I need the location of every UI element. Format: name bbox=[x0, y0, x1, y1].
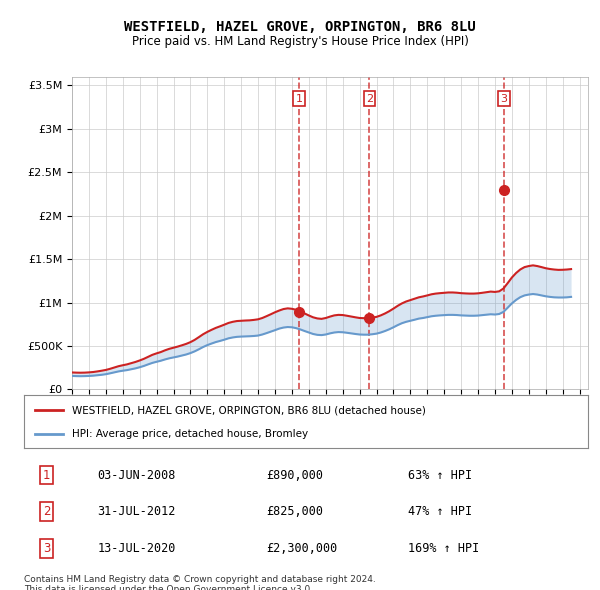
Text: 3: 3 bbox=[43, 542, 50, 555]
Text: Price paid vs. HM Land Registry's House Price Index (HPI): Price paid vs. HM Land Registry's House … bbox=[131, 35, 469, 48]
Text: HPI: Average price, detached house, Bromley: HPI: Average price, detached house, Brom… bbox=[72, 428, 308, 438]
Text: 47% ↑ HPI: 47% ↑ HPI bbox=[407, 505, 472, 519]
Text: 1: 1 bbox=[43, 468, 50, 481]
Text: £890,000: £890,000 bbox=[266, 468, 323, 481]
Text: 2: 2 bbox=[366, 94, 373, 104]
Text: 2: 2 bbox=[43, 505, 50, 519]
Text: This data is licensed under the Open Government Licence v3.0.: This data is licensed under the Open Gov… bbox=[24, 585, 313, 590]
Text: Contains HM Land Registry data © Crown copyright and database right 2024.: Contains HM Land Registry data © Crown c… bbox=[24, 575, 376, 584]
Text: WESTFIELD, HAZEL GROVE, ORPINGTON, BR6 8LU (detached house): WESTFIELD, HAZEL GROVE, ORPINGTON, BR6 8… bbox=[72, 405, 426, 415]
Text: £2,300,000: £2,300,000 bbox=[266, 542, 338, 555]
Text: 169% ↑ HPI: 169% ↑ HPI bbox=[407, 542, 479, 555]
Text: 3: 3 bbox=[500, 94, 508, 104]
Text: £825,000: £825,000 bbox=[266, 505, 323, 519]
Text: 31-JUL-2012: 31-JUL-2012 bbox=[97, 505, 176, 519]
Text: 1: 1 bbox=[296, 94, 302, 104]
Text: WESTFIELD, HAZEL GROVE, ORPINGTON, BR6 8LU: WESTFIELD, HAZEL GROVE, ORPINGTON, BR6 8… bbox=[124, 19, 476, 34]
Text: 63% ↑ HPI: 63% ↑ HPI bbox=[407, 468, 472, 481]
Text: 03-JUN-2008: 03-JUN-2008 bbox=[97, 468, 176, 481]
Text: 13-JUL-2020: 13-JUL-2020 bbox=[97, 542, 176, 555]
